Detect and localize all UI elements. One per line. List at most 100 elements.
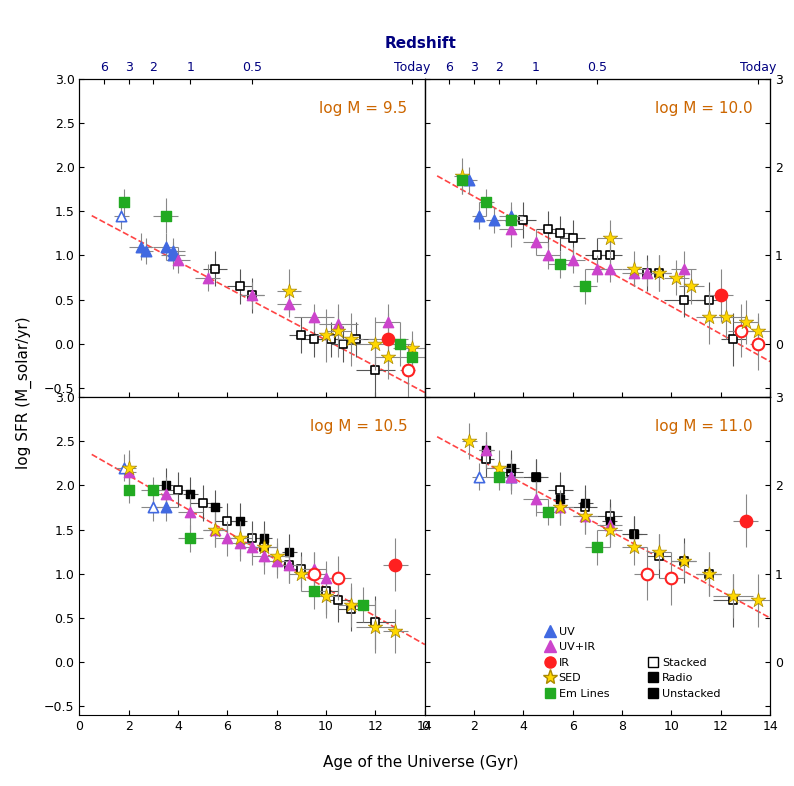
Point bbox=[345, 333, 357, 346]
Point bbox=[517, 214, 530, 226]
Point bbox=[715, 289, 727, 302]
Point bbox=[258, 541, 271, 553]
Point bbox=[579, 497, 592, 509]
Point bbox=[542, 505, 554, 518]
Point bbox=[554, 492, 567, 505]
Point bbox=[320, 590, 333, 602]
Point bbox=[554, 227, 567, 240]
Point bbox=[472, 470, 485, 483]
Point bbox=[246, 541, 259, 553]
Point bbox=[369, 616, 382, 629]
Point bbox=[184, 505, 197, 518]
Point bbox=[160, 479, 172, 492]
Point bbox=[258, 541, 271, 553]
Point bbox=[739, 514, 752, 527]
Point bbox=[295, 563, 308, 575]
Point bbox=[677, 293, 690, 306]
Point bbox=[505, 222, 518, 235]
Point bbox=[233, 532, 246, 545]
Point bbox=[505, 466, 518, 479]
Point bbox=[209, 523, 222, 536]
Point bbox=[332, 572, 345, 585]
Point bbox=[115, 209, 128, 222]
Point bbox=[337, 338, 349, 351]
Point bbox=[209, 523, 222, 536]
Point bbox=[246, 532, 259, 545]
Point bbox=[603, 510, 616, 523]
Point bbox=[579, 510, 592, 523]
Point bbox=[554, 258, 567, 270]
Point bbox=[641, 266, 653, 279]
Point bbox=[628, 541, 641, 553]
Point bbox=[653, 266, 665, 279]
Point bbox=[221, 532, 233, 545]
Point bbox=[307, 333, 320, 346]
Point bbox=[492, 461, 505, 474]
Point bbox=[307, 563, 320, 575]
Point bbox=[628, 266, 641, 279]
Point bbox=[751, 338, 764, 351]
Point bbox=[209, 263, 222, 275]
Point bbox=[702, 567, 715, 580]
Text: log M = 10.0: log M = 10.0 bbox=[655, 101, 753, 116]
Point bbox=[406, 351, 418, 363]
Point bbox=[167, 244, 179, 257]
Point bbox=[147, 501, 160, 514]
Point bbox=[196, 497, 209, 509]
Point bbox=[727, 594, 739, 607]
Point bbox=[488, 214, 500, 226]
Point bbox=[603, 523, 616, 536]
Point bbox=[283, 298, 295, 310]
Point bbox=[472, 209, 485, 222]
Point bbox=[456, 170, 468, 182]
Point bbox=[369, 338, 382, 351]
Point bbox=[295, 329, 308, 341]
Point bbox=[554, 501, 567, 514]
Point bbox=[603, 263, 616, 275]
Point bbox=[566, 254, 579, 266]
Point bbox=[246, 289, 259, 302]
Point bbox=[283, 559, 295, 571]
Point bbox=[325, 333, 337, 346]
Point bbox=[456, 174, 468, 186]
Point bbox=[603, 231, 616, 244]
Point bbox=[542, 249, 554, 262]
Point bbox=[542, 222, 554, 235]
Point bbox=[122, 461, 135, 474]
Point bbox=[147, 483, 160, 496]
Legend: Stacked, Radio, Unstacked: Stacked, Radio, Unstacked bbox=[645, 653, 725, 703]
Point bbox=[172, 254, 184, 266]
Point bbox=[271, 550, 283, 563]
Text: log M = 9.5: log M = 9.5 bbox=[319, 101, 407, 116]
Point bbox=[628, 527, 641, 540]
Point bbox=[307, 585, 320, 597]
Point bbox=[739, 315, 752, 328]
Point bbox=[702, 567, 715, 580]
Point bbox=[389, 625, 402, 637]
Text: log M = 10.5: log M = 10.5 bbox=[310, 419, 407, 434]
Point bbox=[530, 470, 542, 483]
Point bbox=[641, 266, 653, 279]
Point bbox=[685, 280, 698, 292]
Point bbox=[283, 559, 295, 571]
Point bbox=[628, 527, 641, 540]
Point bbox=[665, 572, 678, 585]
Point bbox=[591, 263, 603, 275]
Point bbox=[628, 263, 641, 275]
Point bbox=[307, 311, 320, 324]
Point bbox=[160, 501, 172, 514]
Point bbox=[530, 236, 542, 248]
Point bbox=[727, 333, 739, 346]
Point bbox=[579, 510, 592, 523]
Text: log M = 11.0: log M = 11.0 bbox=[655, 419, 753, 434]
Point bbox=[492, 470, 505, 483]
Point bbox=[653, 545, 665, 558]
Point bbox=[603, 519, 616, 531]
Point bbox=[702, 311, 715, 324]
Point bbox=[320, 329, 333, 341]
Point bbox=[184, 532, 197, 545]
Point bbox=[135, 241, 148, 253]
Point bbox=[505, 461, 518, 474]
Point bbox=[295, 567, 308, 580]
Point bbox=[118, 196, 130, 208]
